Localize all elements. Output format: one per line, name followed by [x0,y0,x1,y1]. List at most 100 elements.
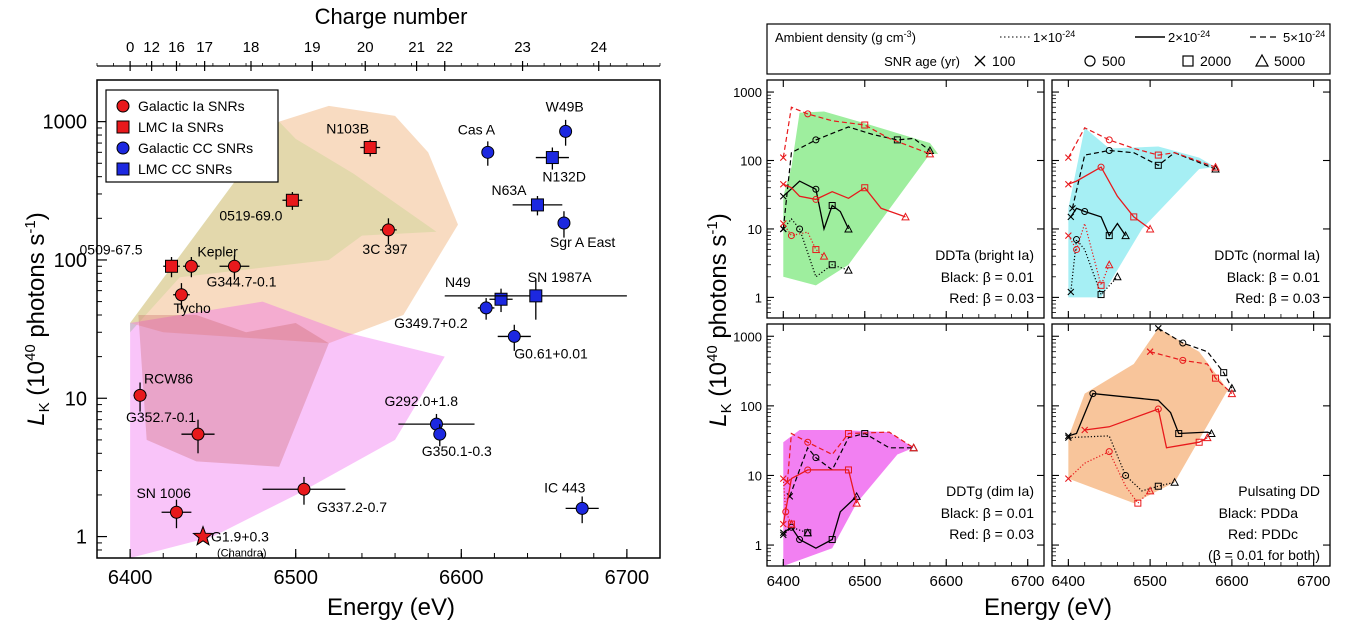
snr-point [529,289,543,303]
density-value: 1×10-24 [1033,29,1075,45]
age-marker [925,149,935,158]
age-marker [787,519,796,528]
age-marker [861,184,869,192]
model-panel-1: DDTc (normal Ia) Black: β = 0.01 Red: β = … [1051,79,1331,319]
y-tick-label: 10 [65,388,87,410]
model-regions [130,105,458,558]
snr-point [169,505,183,519]
age-marker [861,121,869,129]
model-curve [1084,408,1208,449]
x-tick-label: 6700 [605,567,650,589]
panel-frame [766,79,1045,319]
age-marker [1081,426,1089,434]
y-tick-label: 1 [76,527,87,549]
age-marker [1105,232,1113,240]
y-tick-label: 1000 [43,112,88,134]
panel-y-tick-label: 1000 [733,85,762,100]
density-value-exp: -24 [1062,29,1075,39]
age-marker [1105,136,1113,144]
age-marker [1207,428,1216,438]
model-curve [782,478,792,525]
age-value: 2000 [1200,53,1231,69]
snr-point [285,193,299,207]
model-curve [782,126,931,229]
left-y-axis-title: LK (1040 photons s-1) [22,212,53,426]
model-curve [782,223,825,257]
legend-frame [105,89,279,183]
model-curve [782,469,858,525]
snr-points: Kepler Tycho G344.7-0.1 3C 397 RCW86 G352.7-0… [80,98,627,560]
model-panel-3: 6400 6500 6600 6700 Pulsating DD Black: PDDa R… [1051,323,1331,590]
age-value: 100 [992,53,1016,69]
age-marker [1212,374,1220,382]
age-marker [1175,430,1183,438]
age-marker [796,225,804,233]
model-curve [1149,351,1233,395]
panel-black-note: Black: β = 0.01 [941,269,1034,285]
age-marker [812,136,820,144]
panel-x-tick-label: 6400 [1052,573,1085,590]
snr-label: N63A [491,182,527,198]
charge-tick-label: 23 [514,39,531,56]
snr-point [363,141,377,155]
age-marker [828,261,836,269]
snr-point [227,259,241,273]
panel-frame [1051,79,1331,319]
snr-label: G337.2-0.7 [317,499,387,515]
age-marker [1170,477,1179,486]
age-marker [909,443,918,452]
age-marker [1122,471,1130,479]
left-x-axis-title: Energy (eV) [327,594,455,621]
panel-y-tick-label: 100 [740,399,762,414]
age-key: 100 500 2000 5000 [974,53,1305,69]
snr-label: Tycho [173,300,211,316]
panel-black-note: Black: PDDa [1219,505,1299,521]
snr-point [165,259,179,273]
panel-red-note: Red: β = 0.03 [949,290,1034,306]
y-tick-label: 100 [54,250,87,272]
legend-marker [116,162,130,176]
age-marker-triangle-icon [1254,53,1270,67]
age-marker [861,430,869,438]
charge-tick-label: 0 [126,39,134,56]
model-curve [782,180,850,232]
panel-x-tick-label: 6700 [1011,573,1044,590]
age-marker [1220,369,1228,377]
charge-tick-label: 12 [143,39,160,56]
snr-label: SN 1987A [528,269,592,285]
age-marker-circle-icon [1084,55,1096,67]
snr-label: G350.1-0.3 [422,443,492,459]
age-marker [844,430,852,438]
panel-y-tick-label: 10 [748,468,762,483]
age-marker [1064,434,1072,441]
panel-y-tick-label: 1 [755,290,762,305]
age-marker [844,265,853,274]
age-marker [1097,163,1105,171]
snr-label: SN 1006 [136,485,191,501]
age-marker [1105,448,1113,456]
snr-point [494,292,508,306]
panel-extra-note: (β = 0.01 for both) [1208,547,1320,563]
age-marker [779,531,787,539]
model-curve [1067,127,1216,168]
age-value: 500 [1102,53,1126,69]
age-marker [1145,486,1155,495]
snr-label: 0509-67.5 [80,241,143,257]
left-plot-frame [96,79,661,559]
model-region-1 [130,105,458,344]
legend-marker [116,141,130,155]
age-marker [779,529,787,537]
age-marker [804,438,812,446]
panel-x-tick-label: 6500 [848,573,881,590]
right-x-axis-title: Energy (eV) [984,594,1112,621]
snr-label: 0519-69.0 [219,207,282,223]
age-marker [1146,348,1154,356]
charge-tick-label: 17 [196,39,213,56]
snr-label: G0.61+0.01 [514,345,588,361]
snr-point [191,427,205,441]
age-marker [1154,151,1162,159]
snr-point [174,288,188,302]
model-fill-region [783,429,914,566]
snr-label: Kepler [197,243,238,259]
panel-x-tick-label: 6600 [1215,573,1248,590]
